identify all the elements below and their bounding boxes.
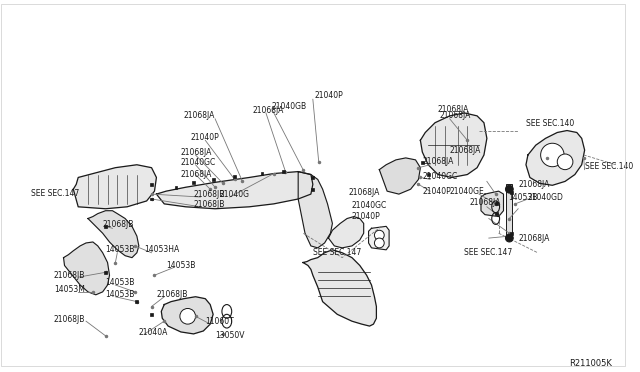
Text: 21068JA: 21068JA — [518, 180, 550, 189]
Text: 21068JA: 21068JA — [184, 111, 215, 121]
Text: 21068JB: 21068JB — [193, 201, 225, 209]
Bar — [233, 175, 236, 178]
Text: 21068JA: 21068JA — [518, 234, 550, 243]
Text: 11060T: 11060T — [205, 317, 234, 326]
Text: 21040GE: 21040GE — [450, 187, 484, 196]
Bar — [282, 170, 285, 173]
Text: 21040GB: 21040GB — [272, 102, 307, 110]
Polygon shape — [63, 242, 109, 295]
Bar — [150, 198, 153, 201]
Text: 21068JA: 21068JA — [450, 145, 481, 155]
Bar — [150, 183, 153, 186]
Text: 14053HA: 14053HA — [145, 245, 180, 254]
Polygon shape — [526, 131, 584, 185]
Text: SEE SEC.147: SEE SEC.147 — [31, 189, 79, 198]
Text: 21040P: 21040P — [352, 212, 381, 221]
Text: SEE SEC.147: SEE SEC.147 — [313, 248, 361, 257]
Bar — [510, 191, 513, 193]
Circle shape — [180, 308, 196, 324]
Bar — [212, 178, 214, 181]
Polygon shape — [369, 226, 389, 250]
Text: SEE SEC.147: SEE SEC.147 — [465, 248, 513, 257]
Polygon shape — [74, 165, 156, 209]
Text: 21068JB: 21068JB — [193, 190, 225, 199]
Text: R211005K: R211005K — [569, 359, 612, 368]
Polygon shape — [481, 191, 504, 217]
Text: 14053B: 14053B — [508, 193, 538, 202]
Text: SEE SEC.140: SEE SEC.140 — [526, 119, 574, 128]
Text: 14053B: 14053B — [166, 261, 196, 270]
Text: 21040GC: 21040GC — [181, 158, 216, 167]
Polygon shape — [303, 250, 376, 326]
Circle shape — [557, 154, 573, 170]
Text: 13050V: 13050V — [215, 331, 244, 340]
Circle shape — [374, 230, 384, 240]
Text: 21040P: 21040P — [422, 187, 451, 196]
Polygon shape — [380, 158, 420, 194]
Text: 14053B: 14053B — [106, 290, 135, 299]
Polygon shape — [298, 171, 332, 248]
Bar — [421, 161, 424, 164]
Bar — [150, 313, 153, 316]
Text: 21040GC: 21040GC — [422, 172, 458, 181]
Text: SEE SEC.140: SEE SEC.140 — [584, 162, 633, 171]
Text: 21068JB: 21068JB — [102, 220, 134, 229]
Bar — [104, 271, 107, 274]
Polygon shape — [88, 211, 139, 258]
Text: 21040GC: 21040GC — [352, 201, 387, 210]
Bar — [495, 202, 498, 205]
Bar — [495, 212, 498, 215]
Polygon shape — [420, 113, 487, 177]
Bar — [312, 176, 314, 179]
Text: 21068JA: 21068JA — [252, 106, 284, 115]
Polygon shape — [156, 171, 313, 209]
Text: 21068JA: 21068JA — [438, 105, 469, 113]
Text: 21068JB: 21068JB — [54, 315, 85, 324]
Bar — [427, 173, 429, 176]
Text: 21040P: 21040P — [315, 91, 344, 100]
Bar — [192, 181, 195, 184]
Bar — [510, 232, 513, 235]
Text: 21068JA: 21068JA — [348, 187, 380, 197]
Text: 21068JA: 21068JA — [181, 170, 212, 179]
Circle shape — [506, 185, 513, 193]
Text: 21068JA: 21068JA — [440, 111, 471, 121]
Bar — [506, 184, 512, 238]
Bar — [104, 225, 107, 228]
Text: 21040GD: 21040GD — [528, 193, 564, 202]
Text: 21040G: 21040G — [220, 190, 250, 199]
Text: 21068JA: 21068JA — [422, 157, 454, 166]
Circle shape — [374, 238, 384, 248]
Bar — [312, 188, 314, 191]
Text: 14053B: 14053B — [106, 245, 135, 254]
Text: 21068JA: 21068JA — [469, 198, 500, 207]
Text: 21068JB: 21068JB — [156, 290, 188, 299]
Text: 21068JA: 21068JA — [181, 148, 212, 157]
Text: 21040P: 21040P — [191, 133, 220, 142]
Text: 14053B: 14053B — [106, 278, 135, 286]
Text: 14053M: 14053M — [54, 285, 84, 294]
Bar — [260, 172, 264, 175]
Text: 21040A: 21040A — [139, 328, 168, 337]
Polygon shape — [161, 297, 213, 334]
Circle shape — [506, 234, 513, 242]
Bar — [175, 186, 177, 189]
Bar — [136, 300, 138, 303]
Text: 21068JB: 21068JB — [54, 271, 85, 280]
Circle shape — [541, 143, 564, 167]
Polygon shape — [328, 217, 364, 248]
